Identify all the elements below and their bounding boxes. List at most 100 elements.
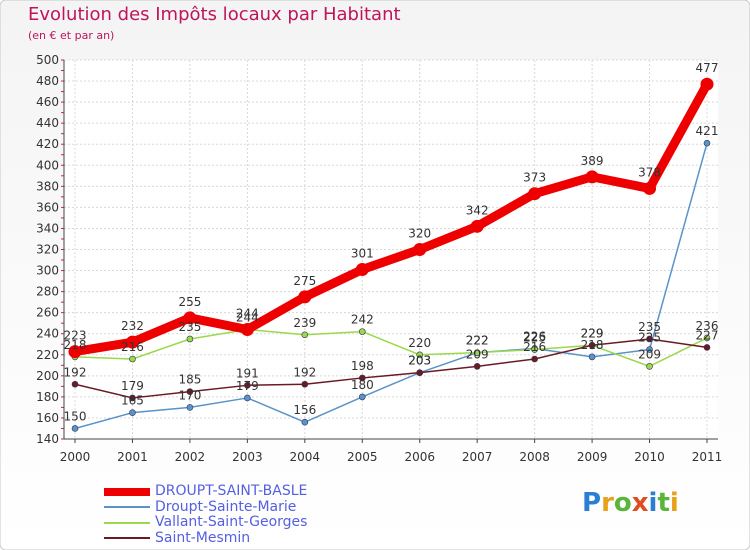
- data-label: 242: [351, 313, 374, 327]
- data-point: [71, 425, 79, 432]
- data-point: [646, 363, 653, 370]
- data-point: [473, 349, 481, 356]
- data-point: [416, 351, 424, 359]
- y-tick-label: 420: [36, 137, 59, 151]
- data-point: [703, 139, 711, 147]
- data-label: 156: [293, 403, 316, 417]
- data-label: 229: [581, 326, 604, 340]
- logo-letter: r: [601, 488, 614, 518]
- y-tick-label: 460: [36, 95, 59, 109]
- data-point: [129, 394, 136, 402]
- data-point: [585, 170, 599, 184]
- x-tick-label: 2011: [692, 450, 723, 464]
- data-label: 477: [696, 61, 719, 75]
- x-tick-label: 2005: [347, 450, 378, 464]
- data-label: 218: [64, 338, 87, 352]
- data-point: [301, 380, 309, 388]
- data-label: 225: [523, 331, 546, 345]
- data-label: 232: [121, 319, 144, 333]
- data-point: [186, 388, 194, 395]
- data-point: [240, 323, 254, 337]
- series-line-droupt-sainte-marie: [74, 142, 708, 430]
- data-label: 239: [293, 316, 316, 330]
- data-point: [703, 334, 711, 342]
- data-label: 198: [351, 359, 374, 373]
- data-label: 165: [121, 394, 144, 408]
- data-point: [355, 263, 369, 277]
- data-label: 229: [581, 326, 604, 340]
- data-point: [186, 335, 194, 343]
- logo-letter: i: [669, 488, 679, 518]
- series-line-saint-mesmin: [74, 338, 708, 399]
- data-label: 227: [696, 328, 719, 342]
- data-label: 255: [178, 295, 201, 309]
- data-label: 235: [178, 320, 201, 334]
- x-tick-label: 2003: [232, 450, 263, 464]
- data-point: [470, 219, 484, 233]
- data-label: 192: [293, 365, 316, 379]
- data-label: 203: [408, 354, 431, 368]
- data-label: 222: [466, 334, 489, 348]
- proxiti-logo: Proxiti: [582, 488, 679, 518]
- y-tick-label: 240: [36, 327, 59, 341]
- data-label: 421: [696, 124, 719, 138]
- x-tick-label: 2000: [60, 450, 91, 464]
- x-tick-label: 2001: [117, 450, 148, 464]
- y-tick-label: 160: [36, 411, 59, 425]
- data-label: 220: [408, 336, 431, 350]
- data-label: 275: [293, 274, 316, 288]
- data-point: [358, 328, 366, 335]
- series-line-vallant-saint-georges: [74, 328, 708, 368]
- data-label: 320: [408, 227, 431, 241]
- logo-letter: o: [613, 488, 632, 518]
- data-label: 180: [351, 378, 374, 392]
- x-tick-label: 2006: [404, 450, 435, 464]
- legend-label: Vallant-Saint-Georges: [155, 514, 308, 530]
- y-tick-label: 200: [36, 369, 59, 383]
- axes: 140 160 180 200 220 240 260 280 300 320 340 360 380 4…: [36, 53, 722, 464]
- data-label: 373: [523, 171, 546, 185]
- data-label: 222: [466, 334, 489, 348]
- chart-title: Evolution des Impôts locaux par Habitant: [28, 4, 401, 25]
- data-label: 226: [523, 329, 546, 343]
- data-point: [528, 187, 542, 201]
- legend-label: Droupt-Sainte-Marie: [155, 498, 297, 515]
- data-label: 223: [64, 329, 87, 343]
- data-label: 301: [351, 247, 374, 261]
- y-tick-label: 300: [36, 264, 59, 278]
- data-label: 235: [638, 320, 661, 334]
- data-label: 378: [638, 165, 661, 179]
- y-tick-label: 480: [36, 74, 59, 88]
- data-label: 218: [581, 338, 604, 352]
- data-label: 191: [236, 366, 259, 380]
- x-tick-label: 2007: [462, 450, 493, 464]
- x-tick-label: 2002: [175, 450, 206, 464]
- data-label: 192: [64, 365, 87, 379]
- data-point: [244, 382, 251, 389]
- y-tick-label: 380: [36, 179, 59, 193]
- data-point: [531, 346, 538, 353]
- legend-swatch: [104, 521, 150, 524]
- data-label: 209: [466, 347, 489, 361]
- y-tick-label: 140: [36, 432, 59, 446]
- y-tick-label: 280: [36, 285, 59, 299]
- data-label: 170: [178, 388, 201, 402]
- data-point: [646, 346, 653, 353]
- y-tick-label: 320: [36, 243, 59, 257]
- data-point: [416, 369, 424, 376]
- data-label: 203: [408, 354, 431, 368]
- data-label: 244: [236, 311, 259, 325]
- legend-swatch: [104, 537, 150, 540]
- data-point: [183, 311, 197, 325]
- data-label: 225: [638, 331, 661, 345]
- grid: [64, 59, 718, 440]
- data-label: 179: [121, 379, 144, 393]
- data-point: [125, 335, 139, 349]
- data-label: 216: [523, 340, 546, 354]
- data-label: 342: [466, 203, 489, 217]
- legend-swatch: [104, 506, 150, 509]
- legend-swatch: [104, 487, 150, 496]
- data-label: 216: [121, 340, 144, 354]
